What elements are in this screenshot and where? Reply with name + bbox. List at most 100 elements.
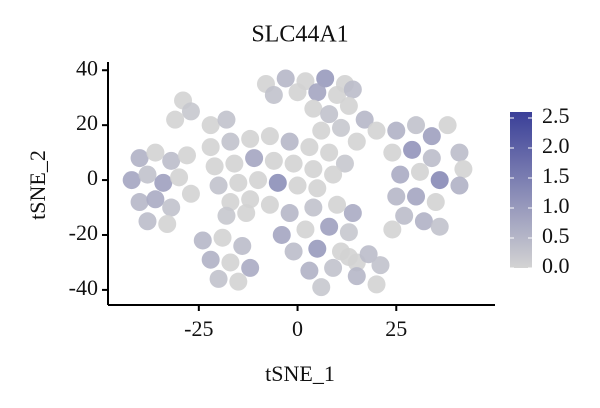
point [339, 96, 358, 115]
x-tick-label: 0 [292, 316, 303, 341]
point [359, 245, 378, 264]
y-tick-label: -40 [69, 275, 98, 300]
point [371, 256, 390, 275]
point [201, 138, 220, 157]
point [355, 110, 374, 129]
point [181, 102, 200, 121]
point [430, 171, 449, 190]
point [308, 83, 327, 102]
colorbar [510, 112, 532, 268]
point [296, 220, 315, 239]
chart-title: SLC44A1 [251, 22, 348, 48]
colorbar-tick-label: 1.5 [542, 163, 570, 188]
point [328, 85, 347, 104]
point [241, 258, 260, 277]
point [284, 242, 303, 261]
point [383, 220, 402, 239]
x-tick-label: 25 [385, 316, 407, 341]
point [426, 193, 445, 212]
point [201, 250, 220, 269]
point [260, 127, 279, 146]
point [221, 132, 240, 151]
point [312, 278, 331, 297]
point [276, 69, 295, 88]
point [181, 184, 200, 203]
point [154, 173, 173, 192]
point [438, 116, 457, 135]
point [146, 143, 165, 162]
point [407, 187, 426, 206]
point [146, 190, 165, 209]
point [201, 116, 220, 135]
point [339, 223, 358, 242]
point [367, 275, 386, 294]
x-tick-label: -25 [184, 316, 213, 341]
colorbar-tick-label: 0.0 [542, 253, 570, 278]
point [233, 236, 252, 255]
point [138, 165, 157, 184]
point [221, 193, 240, 212]
y-tick-label: 0 [87, 165, 98, 190]
point [320, 105, 339, 124]
y-axis-label: tSNE_2 [25, 150, 50, 220]
point [430, 217, 449, 236]
point [324, 258, 343, 277]
point [300, 138, 319, 157]
y-tick-label: 20 [76, 110, 98, 135]
point [130, 149, 149, 168]
point [249, 171, 268, 190]
point [316, 69, 335, 88]
point [324, 165, 343, 184]
point [217, 110, 236, 129]
point [260, 195, 279, 214]
axes: -25 0 25 40 20 0 -20 -40 2.5 2.0 1.5 1.0 0.5 0.0 [69, 55, 570, 341]
point [213, 228, 232, 247]
point [335, 154, 354, 173]
point [308, 239, 327, 258]
point [347, 267, 366, 286]
point [209, 176, 228, 195]
point [280, 204, 299, 223]
point [343, 80, 362, 99]
point [450, 143, 469, 162]
point [387, 187, 406, 206]
point [170, 168, 189, 187]
point [166, 110, 185, 129]
point [225, 154, 244, 173]
point [162, 151, 181, 170]
point [229, 173, 248, 192]
point [288, 83, 307, 102]
point [229, 272, 248, 291]
point [320, 143, 339, 162]
point [454, 160, 473, 179]
point [300, 261, 319, 280]
point [320, 217, 339, 236]
point [272, 225, 291, 244]
point [339, 247, 358, 266]
colorbar-tick-label: 1.0 [542, 193, 570, 218]
point [414, 212, 433, 231]
point [241, 129, 260, 148]
point [410, 162, 429, 181]
point [308, 179, 327, 198]
point [205, 157, 224, 176]
point [304, 99, 323, 118]
point [237, 204, 256, 223]
point [284, 154, 303, 173]
point [193, 231, 212, 250]
point [304, 160, 323, 179]
x-axis-label: tSNE_1 [265, 361, 335, 386]
point [241, 190, 260, 209]
y-tick-label: 40 [76, 55, 98, 80]
point [264, 85, 283, 104]
point [177, 146, 196, 165]
point [367, 121, 386, 140]
point [422, 149, 441, 168]
points [122, 69, 473, 297]
colorbar-tick-label: 0.5 [542, 223, 570, 248]
point [162, 198, 181, 217]
point [217, 206, 236, 225]
point [130, 193, 149, 212]
point [395, 206, 414, 225]
